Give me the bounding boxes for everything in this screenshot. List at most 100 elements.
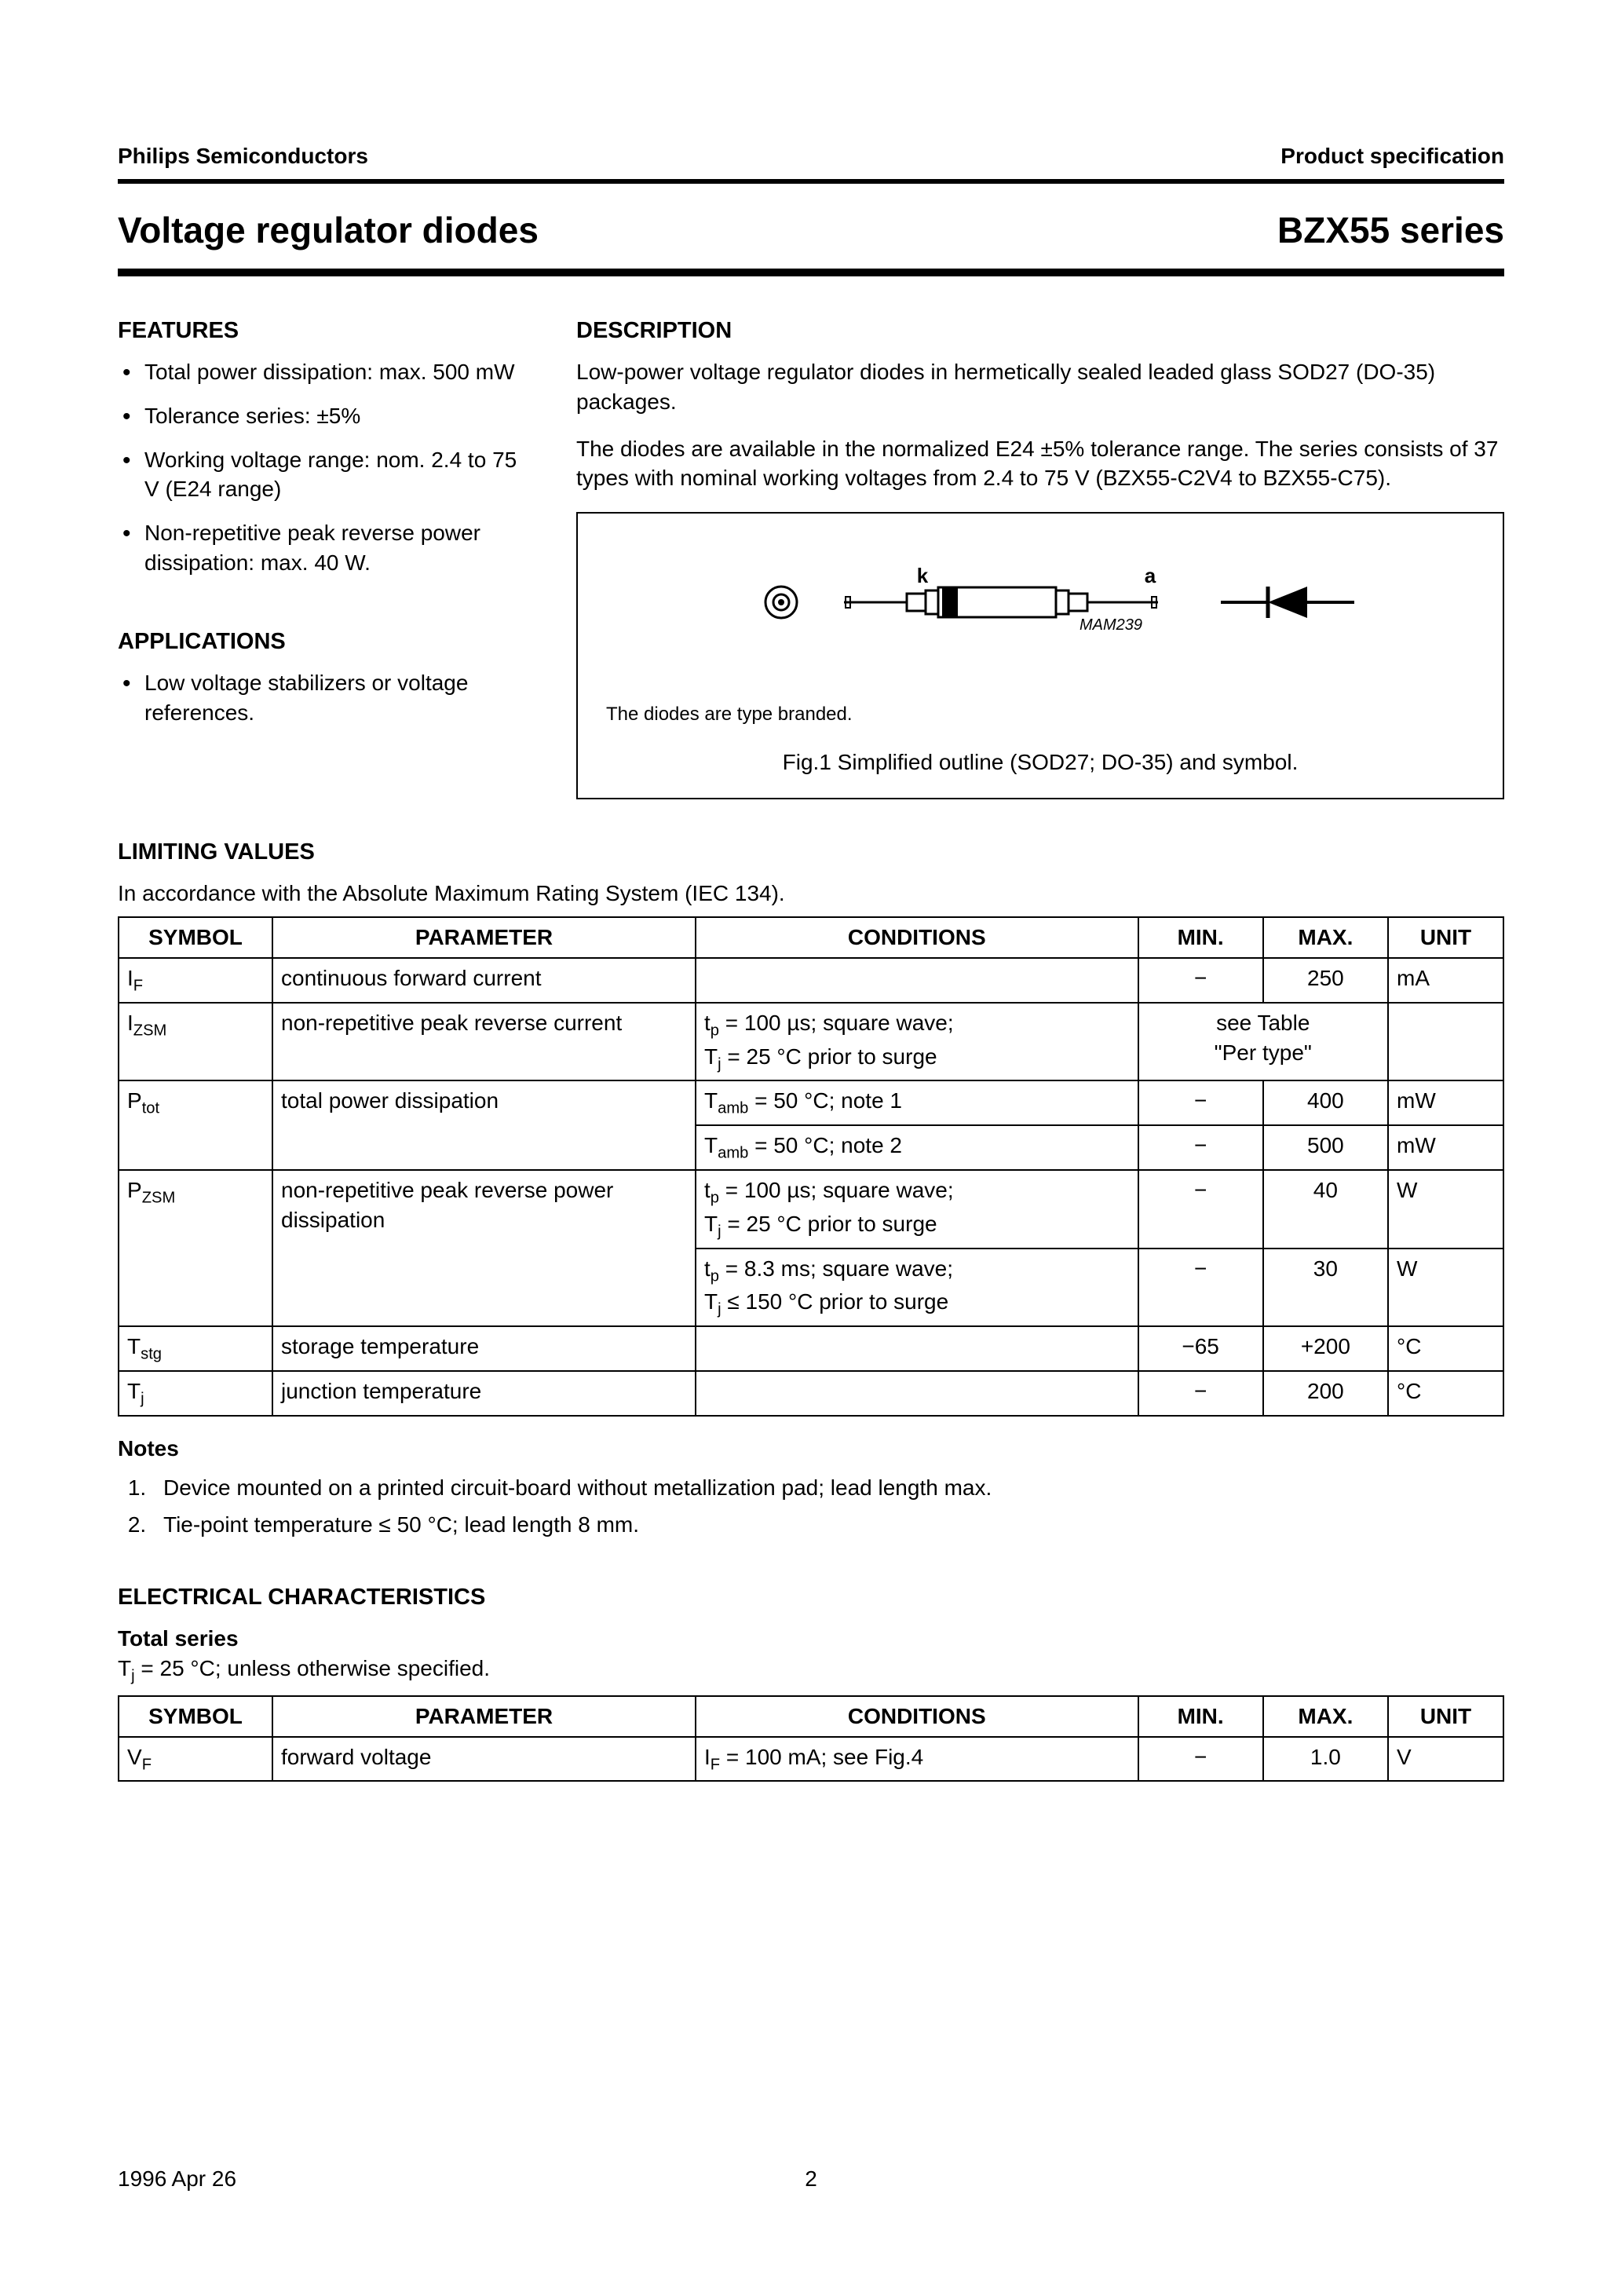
page-footer: 1996 Apr 26 2 [118, 2164, 1504, 2194]
unit-cell: °C [1388, 1371, 1503, 1416]
col-max: MAX. [1263, 1696, 1388, 1737]
description-heading: DESCRIPTION [576, 316, 1504, 346]
title-row: Voltage regulator diodes BZX55 series [118, 206, 1504, 254]
table-row: Tj junction temperature − 200 °C [119, 1371, 1503, 1416]
min-cell: − [1138, 1249, 1263, 1327]
feature-item: Total power dissipation: max. 500 mW [118, 357, 526, 387]
table-row: PZSM non-repetitive peak reverse power d… [119, 1170, 1503, 1249]
elec-heading: ELECTRICAL CHARACTERISTICS [118, 1582, 1504, 1613]
k-label: k [917, 564, 929, 587]
cond-cell: tp = 100 µs; square wave;Tj = 25 °C prio… [696, 1003, 1138, 1081]
col-parameter: PARAMETER [272, 917, 696, 958]
param-cell: non-repetitive peak reverse power dissip… [272, 1170, 696, 1326]
table-row: IZSM non-repetitive peak reverse current… [119, 1003, 1503, 1081]
min-cell: − [1138, 1125, 1263, 1170]
param-cell: total power dissipation [272, 1080, 696, 1170]
sym-cell: Tstg [119, 1326, 272, 1371]
max-cell: 30 [1263, 1249, 1388, 1327]
description-p1: Low-power voltage regulator diodes in he… [576, 357, 1504, 417]
rule-title [118, 269, 1504, 276]
min-cell: − [1138, 1737, 1263, 1782]
feature-item: Tolerance series: ±5% [118, 401, 526, 431]
footer-date: 1996 Apr 26 [118, 2164, 236, 2194]
figure-box: k a [576, 512, 1504, 799]
param-cell: storage temperature [272, 1326, 696, 1371]
cond-cell: IF = 100 mA; see Fig.4 [696, 1737, 1138, 1782]
param-cell: junction temperature [272, 1371, 696, 1416]
applications-heading: APPLICATIONS [118, 627, 526, 657]
unit-cell: mA [1388, 958, 1503, 1003]
param-cell: continuous forward current [272, 958, 696, 1003]
cond-cell [696, 1326, 1138, 1371]
page-header: Philips Semiconductors Product specifica… [118, 141, 1504, 171]
unit-cell: mW [1388, 1125, 1503, 1170]
min-cell: − [1138, 1371, 1263, 1416]
limiting-values-table: SYMBOL PARAMETER CONDITIONS MIN. MAX. UN… [118, 916, 1504, 1417]
unit-cell [1388, 1003, 1503, 1081]
application-item: Low voltage stabilizers or voltage refer… [118, 668, 526, 728]
col-parameter: PARAMETER [272, 1696, 696, 1737]
sym-cell: IZSM [119, 1003, 272, 1081]
unit-cell: °C [1388, 1326, 1503, 1371]
rule-top [118, 179, 1504, 184]
sym-cell: Ptot [119, 1080, 272, 1170]
footer-page: 2 [805, 2164, 817, 2194]
table-row: VF forward voltage IF = 100 mA; see Fig.… [119, 1737, 1503, 1782]
max-cell: 200 [1263, 1371, 1388, 1416]
min-cell: −65 [1138, 1326, 1263, 1371]
mam-label: MAM239 [1080, 616, 1142, 634]
two-column-region: FEATURES Total power dissipation: max. 5… [118, 309, 1504, 799]
min-cell: − [1138, 1170, 1263, 1249]
col-symbol: SYMBOL [119, 1696, 272, 1737]
cond-cell: Tamb = 50 °C; note 1 [696, 1080, 1138, 1125]
col-conditions: CONDITIONS [696, 1696, 1138, 1737]
limiting-tbody: IF continuous forward current − 250 mA I… [119, 958, 1503, 1416]
sym-cell: VF [119, 1737, 272, 1782]
sym-cell: IF [119, 958, 272, 1003]
doc-title-left: Voltage regulator diodes [118, 206, 539, 254]
min-cell: − [1138, 958, 1263, 1003]
limiting-heading: LIMITING VALUES [118, 837, 1504, 868]
unit-cell: W [1388, 1249, 1503, 1327]
unit-cell: mW [1388, 1080, 1503, 1125]
elec-sub1: Total series [118, 1624, 1504, 1654]
doc-title-right: BZX55 series [1277, 206, 1504, 254]
a-label: a [1145, 564, 1156, 587]
max-cell: 40 [1263, 1170, 1388, 1249]
figure-note: The diodes are type branded. [598, 702, 1482, 727]
max-cell: 1.0 [1263, 1737, 1388, 1782]
col-unit: UNIT [1388, 917, 1503, 958]
col-min: MIN. [1138, 1696, 1263, 1737]
col-min: MIN. [1138, 917, 1263, 958]
description-p2: The diodes are available in the normaliz… [576, 434, 1504, 494]
max-cell: 400 [1263, 1080, 1388, 1125]
table-row: Tstg storage temperature −65 +200 °C [119, 1326, 1503, 1371]
figure-caption: Fig.1 Simplified outline (SOD27; DO-35) … [598, 748, 1482, 777]
figure-graphic: k a [598, 540, 1482, 682]
table-row: Ptot total power dissipation Tamb = 50 °… [119, 1080, 1503, 1125]
col-symbol: SYMBOL [119, 917, 272, 958]
table-header-row: SYMBOL PARAMETER CONDITIONS MIN. MAX. UN… [119, 917, 1503, 958]
sym-cell: PZSM [119, 1170, 272, 1326]
header-left: Philips Semiconductors [118, 141, 368, 171]
notes-list: Device mounted on a printed circuit-boar… [118, 1473, 1504, 1541]
table-header-row: SYMBOL PARAMETER CONDITIONS MIN. MAX. UN… [119, 1696, 1503, 1737]
applications-list: Low voltage stabilizers or voltage refer… [118, 668, 526, 728]
col-unit: UNIT [1388, 1696, 1503, 1737]
features-list: Total power dissipation: max. 500 mW Tol… [118, 357, 526, 578]
min-cell: − [1138, 1080, 1263, 1125]
cond-cell: tp = 100 µs; square wave;Tj = 25 °C prio… [696, 1170, 1138, 1249]
sym-cell: Tj [119, 1371, 272, 1416]
note-item: Tie-point temperature ≤ 50 °C; lead leng… [152, 1510, 1504, 1540]
table-row: IF continuous forward current − 250 mA [119, 958, 1503, 1003]
note-item: Device mounted on a printed circuit-boar… [152, 1473, 1504, 1503]
param-cell: forward voltage [272, 1737, 696, 1782]
minmax-merged: see Table"Per type" [1138, 1003, 1389, 1081]
unit-cell: W [1388, 1170, 1503, 1249]
col-conditions: CONDITIONS [696, 917, 1138, 958]
feature-item: Non-repetitive peak reverse power dissip… [118, 518, 526, 578]
diode-outline-svg: k a [703, 559, 1378, 645]
max-cell: 500 [1263, 1125, 1388, 1170]
right-column: DESCRIPTION Low-power voltage regulator … [576, 309, 1504, 799]
cond-cell: Tamb = 50 °C; note 2 [696, 1125, 1138, 1170]
